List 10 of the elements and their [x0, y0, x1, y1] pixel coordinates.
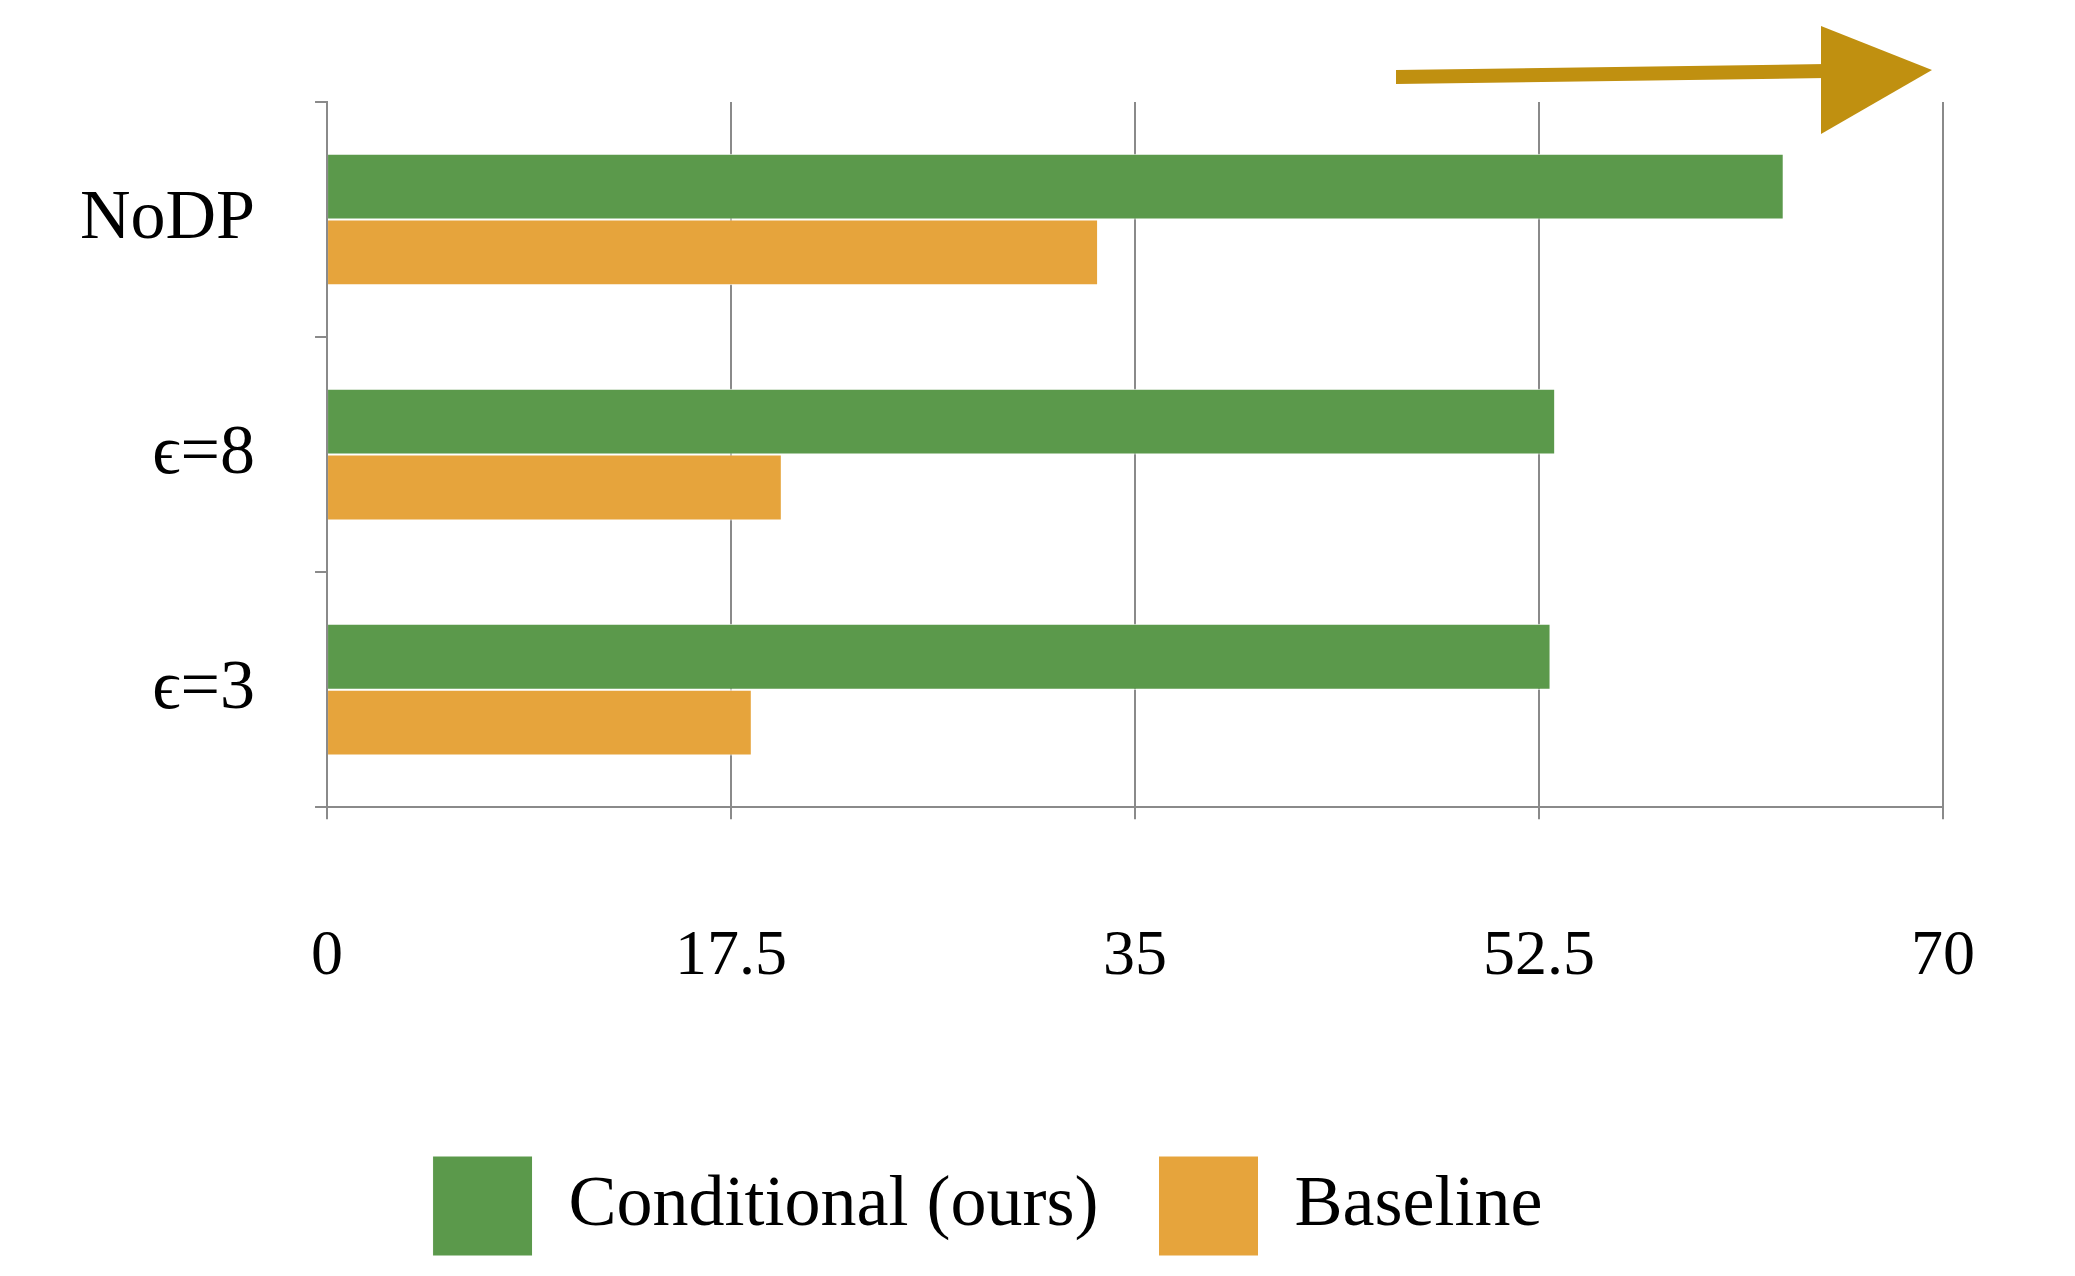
x-tick-label: 35 — [1103, 917, 1168, 989]
y-tick-label: NoDP — [79, 175, 256, 253]
x-tick-label: 0 — [311, 917, 344, 989]
legend-label: Baseline — [1294, 1160, 1543, 1241]
y-tick-label: ϵ=8 — [152, 410, 256, 488]
x-tick-label: 17.5 — [675, 917, 788, 989]
legend-label: Conditional (ours) — [568, 1160, 1099, 1241]
x-tick-label: 70 — [1911, 917, 1975, 989]
x-tick-label: 52.5 — [1483, 917, 1596, 989]
y-tick-label: ϵ=3 — [152, 646, 256, 724]
